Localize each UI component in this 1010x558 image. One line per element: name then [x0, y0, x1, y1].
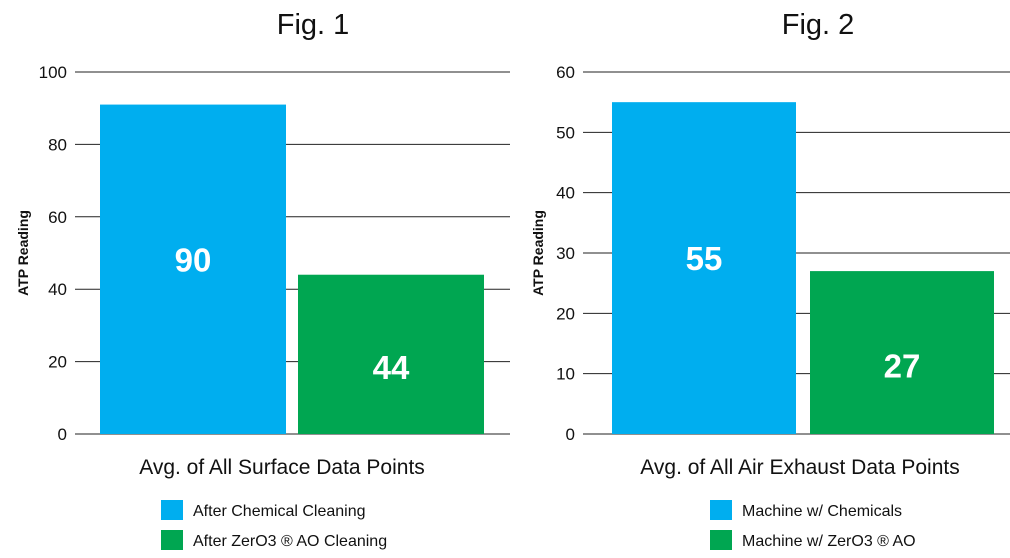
y-tick-label: 20: [48, 353, 67, 372]
bar-value-label: 27: [884, 348, 921, 385]
y-tick-label: 60: [556, 63, 575, 82]
bar: [612, 102, 796, 435]
y-tick-label: 20: [556, 304, 575, 323]
y-tick-label: 30: [556, 244, 575, 263]
category-label: Avg. of All Surface Data Points: [139, 456, 425, 479]
y-axis-label: ATP Reading: [530, 210, 546, 296]
chart-fig-2: Fig. 2 0 10 20 30 40 50 60 ATP Reading 55 27 Avg. o…: [530, 9, 1010, 550]
y-tick-label: 50: [556, 123, 575, 142]
legend-label: Machine w/ ZerO3 ® AO: [742, 533, 916, 550]
legend-label: After ZerO3 ® AO Cleaning: [193, 533, 387, 550]
legend-label: After Chemical Cleaning: [193, 503, 366, 520]
chart-title: Fig. 1: [277, 9, 350, 41]
chart-fig-1: Fig. 1 0 20 40 60 80 100 ATP Reading 90 44 Avg. of…: [15, 9, 510, 550]
y-tick-label: 60: [48, 208, 67, 227]
y-tick-label: 100: [39, 63, 67, 82]
y-tick-label: 0: [58, 425, 67, 444]
y-tick-label: 40: [556, 184, 575, 203]
bar-value-label: 55: [686, 240, 723, 277]
bar-value-label: 90: [175, 241, 212, 278]
bar-value-label: 44: [373, 349, 410, 386]
legend-label: Machine w/ Chemicals: [742, 503, 902, 520]
category-label: Avg. of All Air Exhaust Data Points: [640, 456, 959, 479]
y-tick-label: 80: [48, 135, 67, 154]
y-tick-label: 0: [566, 425, 575, 444]
legend-swatch: [710, 500, 732, 520]
bar: [810, 271, 994, 434]
legend-swatch: [161, 500, 183, 520]
bar: [298, 274, 484, 434]
legend-swatch: [710, 530, 732, 550]
chart-title: Fig. 2: [782, 9, 855, 41]
bar: [100, 104, 286, 434]
y-tick-label: 40: [48, 280, 67, 299]
y-axis-label: ATP Reading: [15, 210, 31, 296]
y-tick-label: 10: [556, 365, 575, 384]
legend-swatch: [161, 530, 183, 550]
